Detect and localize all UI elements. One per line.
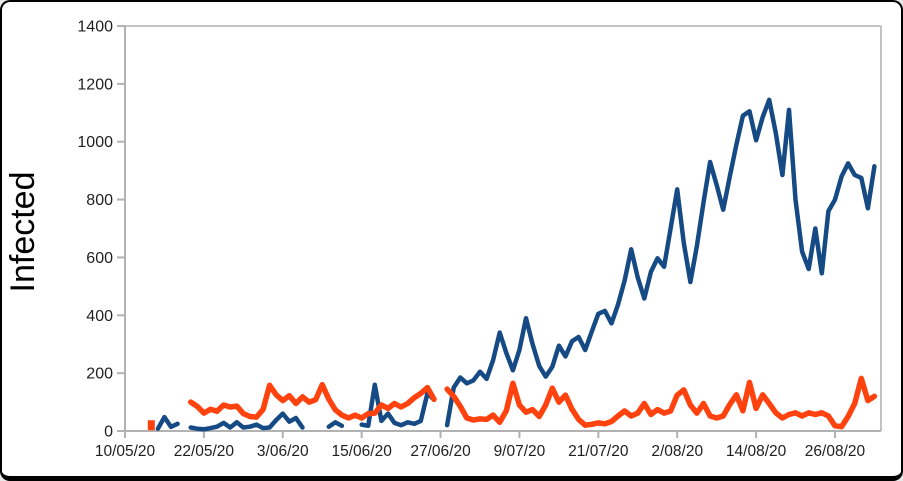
y-tick-label: 200 <box>86 366 113 383</box>
y-tick-label: 600 <box>86 250 113 267</box>
infected-orange-line <box>444 375 878 430</box>
x-tick-label: 21/07/20 <box>568 443 629 460</box>
infected-blue-line <box>359 382 437 429</box>
infected-blue-line <box>188 411 305 432</box>
x-tick-label: 2/08/20 <box>651 443 703 460</box>
infected-orange-line <box>187 381 437 421</box>
y-tick-label: 1400 <box>77 19 113 36</box>
y-tick-label: 800 <box>86 192 113 209</box>
infected-blue-line <box>444 97 877 428</box>
x-tick-label: 15/06/20 <box>331 443 392 460</box>
infected-orange-point-marker <box>147 420 155 431</box>
y-axis-title: Infected <box>4 172 42 293</box>
chart-plot-layer: 0 200 400 600 800 1000 1200 1400 10/05/20 22/05/2… <box>77 19 882 460</box>
infected-blue-line <box>155 414 180 431</box>
chart-static-layer: Infected <box>4 172 42 293</box>
y-tick-label: 0 <box>104 424 113 441</box>
x-tick-label: 9/07/20 <box>494 443 546 460</box>
infected-blue-line <box>326 420 345 429</box>
x-tick-label: 22/05/20 <box>174 443 235 460</box>
y-tick-label: 1000 <box>77 134 113 151</box>
x-tick-label: 3/06/20 <box>257 443 309 460</box>
x-tick-label: 14/08/20 <box>726 443 787 460</box>
x-tick-label: 10/05/20 <box>95 443 156 460</box>
y-tick-label: 1200 <box>77 76 113 93</box>
x-tick-label: 27/06/20 <box>410 443 471 460</box>
y-tick-label: 400 <box>86 308 113 325</box>
x-tick-label: 26/08/20 <box>805 443 866 460</box>
